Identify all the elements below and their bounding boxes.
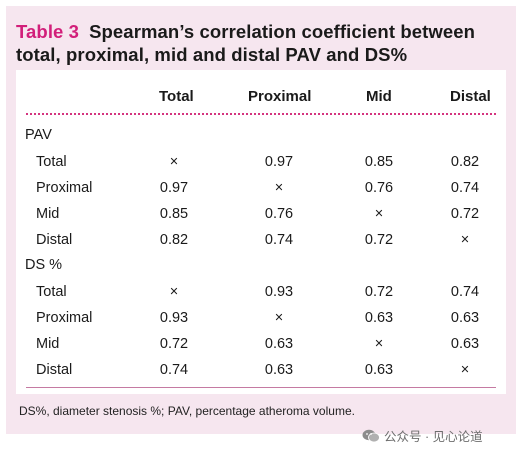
- table-title: Table 3 Spearman’s correlation coefficien…: [16, 20, 506, 66]
- table-body: Total Proximal Mid Distal PAV Total × 0.…: [16, 70, 506, 394]
- table-cell: 0.82: [450, 154, 480, 170]
- table-cell: ×: [169, 154, 179, 170]
- row-label: Total: [36, 154, 67, 170]
- table-cell: 0.85: [159, 206, 189, 222]
- column-header-distal: Distal: [450, 88, 491, 105]
- table-cell: 0.63: [450, 336, 480, 352]
- table-cell: ×: [374, 206, 384, 222]
- table-panel: Table 3 Spearman’s correlation coefficien…: [6, 6, 516, 434]
- column-header-proximal: Proximal: [248, 88, 312, 105]
- table-cell: 0.72: [364, 284, 394, 300]
- table-cell: ×: [274, 310, 284, 326]
- wechat-icon: [362, 429, 380, 443]
- table-row: Distal 0.82 0.74 0.72 ×: [16, 228, 506, 254]
- table-cell: ×: [460, 362, 470, 378]
- header-divider: [26, 113, 496, 115]
- column-header-total: Total: [159, 88, 194, 105]
- table-row: Total × 0.93 0.72 0.74: [16, 280, 506, 306]
- column-header-mid: Mid: [366, 88, 392, 105]
- table-footnote: DS%, diameter stenosis %; PAV, percentag…: [19, 404, 355, 418]
- table-cell: 0.63: [364, 362, 394, 378]
- row-label: Mid: [36, 206, 60, 222]
- table-cell: 0.97: [159, 180, 189, 196]
- table-caption: Spearman’s correlation coefficient betwe…: [16, 21, 476, 65]
- table-cell: 0.82: [159, 232, 189, 248]
- table-cell: 0.63: [450, 310, 480, 326]
- table-cell: 0.63: [264, 336, 294, 352]
- table-cell: 0.63: [264, 362, 294, 378]
- table-bottom-rule: [26, 387, 496, 388]
- table-number: Table 3: [16, 21, 80, 42]
- row-label: Distal: [36, 232, 73, 248]
- table-cell: ×: [460, 232, 470, 248]
- row-label: Distal: [36, 362, 73, 378]
- group-label-ds: DS %: [25, 257, 63, 273]
- watermark-text: 公众号 · 见心论道: [384, 430, 483, 444]
- table-cell: 0.72: [364, 232, 394, 248]
- row-label: Proximal: [36, 310, 93, 326]
- table-row: Proximal 0.93 × 0.63 0.63: [16, 306, 506, 332]
- table-cell: 0.93: [159, 310, 189, 326]
- table-cell: 0.93: [264, 284, 294, 300]
- table-row: Distal 0.74 0.63 0.63 ×: [16, 358, 506, 384]
- table-cell: 0.74: [264, 232, 294, 248]
- table-cell: 0.74: [159, 362, 189, 378]
- table-row: Total × 0.97 0.85 0.82: [16, 150, 506, 176]
- group-label-pav: PAV: [25, 127, 52, 143]
- table-cell: ×: [374, 336, 384, 352]
- table-cell: 0.74: [450, 284, 480, 300]
- table-cell: 0.97: [264, 154, 294, 170]
- table-cell: 0.74: [450, 180, 480, 196]
- row-label: Total: [36, 284, 67, 300]
- table-row: Mid 0.72 0.63 × 0.63: [16, 332, 506, 358]
- table-cell: 0.72: [450, 206, 480, 222]
- table-cell: 0.76: [264, 206, 294, 222]
- table-cell: 0.76: [364, 180, 394, 196]
- row-label: Proximal: [36, 180, 93, 196]
- row-label: Mid: [36, 336, 60, 352]
- table-row: Mid 0.85 0.76 × 0.72: [16, 202, 506, 228]
- table-row: Proximal 0.97 × 0.76 0.74: [16, 176, 506, 202]
- table-cell: ×: [274, 180, 284, 196]
- table-cell: 0.72: [159, 336, 189, 352]
- table-cell: 0.63: [364, 310, 394, 326]
- table-cell: 0.85: [364, 154, 394, 170]
- table-cell: ×: [169, 284, 179, 300]
- watermark: 公众号 · 见心论道: [362, 426, 483, 445]
